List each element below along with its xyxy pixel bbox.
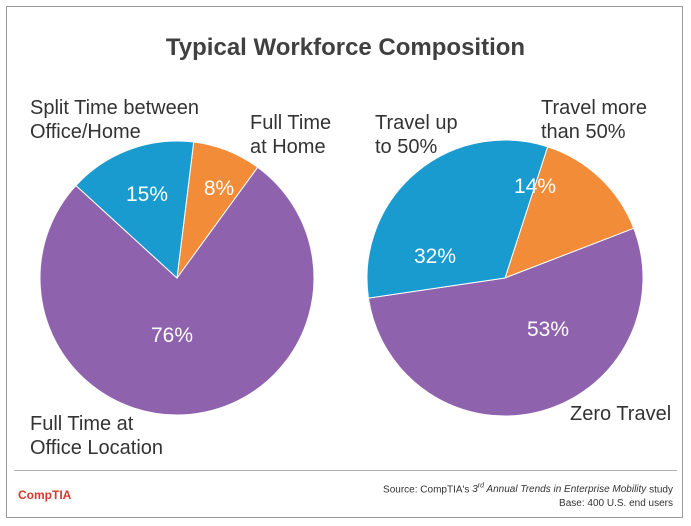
- comptia-logo: CompTIA: [18, 488, 72, 502]
- pct-full-time-office: 76%: [150, 324, 194, 347]
- label-full-time-office: Full Time at Office Location: [30, 413, 164, 459]
- chart-title: Typical Workforce Composition: [165, 34, 526, 61]
- pct-travel-up-50: 32%: [413, 245, 457, 268]
- pie-slice-split-time-between-office-home: [75, 140, 195, 280]
- pie-work-location: [39, 140, 315, 416]
- pct-split-time: 15%: [125, 183, 169, 206]
- pct-zero-travel: 53%: [526, 318, 570, 341]
- pie-slice-full-time-at-office-location: [39, 166, 315, 416]
- pct-full-time-home: 8%: [203, 177, 235, 200]
- label-travel-more-50: Travel more than 50%: [541, 97, 647, 143]
- pct-travel-more-50: 14%: [513, 175, 557, 198]
- base-note: Base: 400 U.S. end users: [559, 498, 673, 510]
- footer-rule: [14, 470, 677, 471]
- label-zero-travel: Zero Travel: [570, 403, 672, 425]
- pie-slice-zero-travel: [367, 227, 644, 417]
- label-full-time-home: Full Time at Home: [250, 112, 332, 158]
- source-note: Source: CompTIA's 3rd Annual Trends in E…: [383, 483, 673, 510]
- label-travel-up-50: Travel up to 50%: [375, 112, 458, 158]
- label-split-time: Split Time between Office/Home: [30, 97, 199, 143]
- pie-slice-travel-up-to-50: [366, 139, 549, 299]
- pie-travel: [366, 139, 644, 417]
